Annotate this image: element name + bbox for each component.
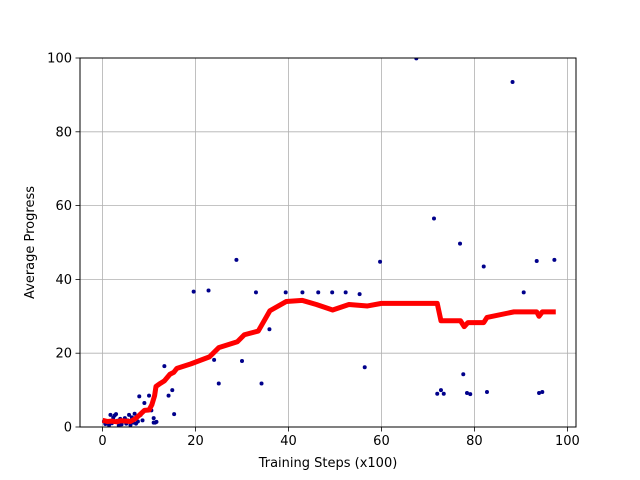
x-tick-label: 80 bbox=[466, 434, 483, 449]
scatter-point bbox=[537, 391, 542, 396]
scatter-point bbox=[206, 288, 211, 293]
scatter-point bbox=[435, 391, 440, 396]
scatter-point bbox=[216, 381, 221, 386]
x-axis-label: Training Steps (x100) bbox=[258, 456, 398, 471]
scatter-point bbox=[357, 292, 362, 297]
scatter-point bbox=[540, 389, 545, 394]
scatter-point bbox=[330, 290, 335, 295]
scatter-point bbox=[137, 394, 142, 399]
scatter-point bbox=[212, 357, 217, 362]
scatter-point bbox=[534, 258, 539, 263]
moving-average-line bbox=[101, 297, 556, 425]
scatter-point bbox=[283, 290, 288, 295]
x-tick-label: 60 bbox=[373, 434, 390, 449]
scatter-point bbox=[343, 290, 348, 295]
plot-area bbox=[101, 58, 557, 427]
scatter-point bbox=[172, 412, 177, 417]
scatter-point bbox=[441, 391, 446, 396]
scatter-point bbox=[142, 401, 147, 406]
scatter-point bbox=[431, 216, 436, 221]
scatter-point bbox=[362, 365, 367, 370]
scatter-point bbox=[191, 289, 196, 294]
x-tick-label: 20 bbox=[187, 434, 204, 449]
scatter-point bbox=[234, 257, 239, 262]
scatter-point bbox=[162, 364, 167, 369]
scatter-point bbox=[521, 290, 526, 295]
scatter-point bbox=[151, 416, 156, 421]
scatter-point bbox=[128, 423, 133, 427]
scatter-point bbox=[147, 393, 152, 398]
scatter-point bbox=[464, 391, 469, 396]
y-tick-label: 20 bbox=[55, 347, 72, 362]
scatter-point bbox=[458, 241, 463, 246]
scatter-point bbox=[510, 79, 515, 84]
y-tick-label: 60 bbox=[55, 199, 72, 214]
scatter-point bbox=[267, 327, 272, 332]
scatter-point bbox=[154, 419, 159, 424]
scatter-point bbox=[438, 388, 443, 393]
scatter-point bbox=[259, 381, 264, 386]
scatter-point bbox=[170, 388, 175, 393]
scatter-point bbox=[481, 264, 486, 269]
x-tick-label: 100 bbox=[555, 434, 580, 449]
scatter-point bbox=[484, 389, 489, 394]
scatter-point bbox=[166, 393, 171, 398]
scatter-point bbox=[552, 257, 557, 262]
scatter-point bbox=[316, 290, 321, 295]
scatter-point bbox=[378, 259, 383, 264]
scatter-point bbox=[240, 358, 245, 363]
scatter-point bbox=[114, 412, 119, 417]
scatter-point bbox=[132, 411, 137, 416]
scatter-point bbox=[414, 58, 419, 61]
grid bbox=[80, 57, 576, 428]
y-tick-label: 40 bbox=[55, 273, 72, 288]
scatter-point bbox=[461, 372, 466, 377]
axis-ticks: 0 20 40 60 80 100 0 20 40 60 80 100 bbox=[47, 52, 580, 450]
y-tick-label: 80 bbox=[55, 125, 72, 140]
scatter-point bbox=[253, 290, 258, 295]
scatter-point bbox=[108, 412, 113, 417]
y-tick-label: 0 bbox=[64, 421, 72, 436]
x-tick-label: 40 bbox=[280, 434, 297, 449]
scatter-point bbox=[300, 290, 305, 295]
scatter-point bbox=[468, 392, 473, 397]
y-axis-label: Average Progress bbox=[23, 186, 38, 299]
scatter-point bbox=[140, 418, 145, 423]
x-tick-label: 0 bbox=[98, 434, 106, 449]
plot-frame bbox=[79, 57, 577, 428]
scatter-point bbox=[127, 412, 132, 417]
y-tick-label: 100 bbox=[47, 52, 72, 67]
